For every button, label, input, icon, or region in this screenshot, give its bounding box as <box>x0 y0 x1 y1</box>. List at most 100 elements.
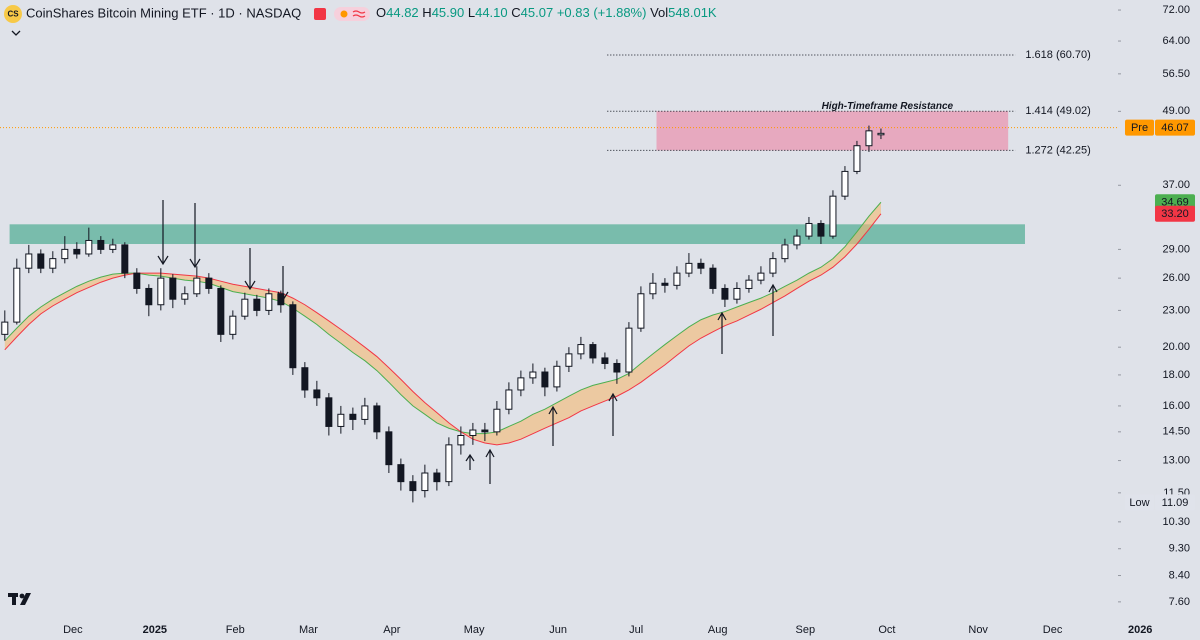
ohlc-value: 45.90 <box>432 5 465 20</box>
price-tag <box>1155 119 1195 136</box>
candle-body <box>85 239 93 255</box>
candle-body <box>289 304 297 369</box>
candle-body <box>217 287 225 335</box>
candle-body <box>697 262 705 269</box>
x-tick-label: Feb <box>226 624 245 636</box>
candle-body <box>661 282 669 286</box>
candle-body <box>1 321 9 335</box>
change: +0.83 (+1.88%) <box>557 5 647 20</box>
candle-body <box>349 413 357 420</box>
down-arrow <box>244 248 256 291</box>
candle-body <box>529 371 537 379</box>
candle-body <box>565 353 573 367</box>
y-tick-label: 13.00 <box>1162 454 1190 466</box>
ribbon-fill <box>4 202 881 445</box>
candle-body <box>25 253 33 269</box>
y-tick-label: 56.50 <box>1162 68 1190 80</box>
candle-body <box>841 170 849 197</box>
price-axis: 7.608.409.3010.3011.5013.0014.5016.0018.… <box>1118 0 1200 640</box>
candle-body <box>793 235 801 246</box>
y-tick-label: 14.50 <box>1162 426 1190 438</box>
zone-label: High-Timeframe Resistance <box>822 101 954 112</box>
x-tick-label: 2025 <box>143 624 167 636</box>
candle-body <box>229 315 237 335</box>
price-tag <box>1155 205 1195 222</box>
up-arrow <box>608 392 618 436</box>
ohlc-value: 44.10 <box>475 5 508 20</box>
price-tag-label: 11.09 <box>1162 497 1189 509</box>
candle-body <box>241 298 249 317</box>
zone <box>9 224 1025 245</box>
ma-line <box>4 213 882 446</box>
wave-icon <box>352 10 366 18</box>
y-tick-label: 8.40 <box>1169 569 1190 581</box>
y-tick-label: 26.00 <box>1162 272 1190 284</box>
candle-body <box>157 277 165 306</box>
flag-icon[interactable] <box>314 8 326 20</box>
price-tag-label: 33.20 <box>1161 208 1189 220</box>
candle-body <box>613 362 621 373</box>
candle-body <box>421 472 429 492</box>
candle-body <box>265 293 273 311</box>
symbol-icon-text: CS <box>7 10 19 19</box>
up-arrow <box>548 405 558 446</box>
volume: 548.01K <box>668 5 717 20</box>
candle-body <box>625 327 633 373</box>
y-tick-label: 64.00 <box>1162 35 1190 47</box>
x-tick-label: Nov <box>968 624 988 636</box>
price-tag <box>1155 494 1195 511</box>
x-tick-label: Mar <box>299 624 318 636</box>
y-tick-label: 37.00 <box>1162 179 1190 191</box>
up-arrow <box>717 311 727 354</box>
candle-body <box>733 287 741 300</box>
candle-body <box>433 472 441 483</box>
annotation-arrows <box>157 200 778 484</box>
indicator-icons[interactable] <box>334 7 370 21</box>
candle-body <box>853 145 861 172</box>
candle-body <box>865 130 873 147</box>
candle-body <box>721 287 729 300</box>
candle-body <box>817 222 825 237</box>
candle-body <box>133 272 141 289</box>
y-tick-label: 29.00 <box>1162 243 1190 255</box>
ma-line <box>4 201 882 435</box>
x-tick-label: 2026 <box>1128 624 1152 636</box>
y-tick-label: 10.30 <box>1162 516 1190 528</box>
candle-body <box>373 405 381 433</box>
candle-body <box>361 405 369 420</box>
symbol-icon <box>4 5 22 23</box>
candle-body <box>469 429 477 436</box>
x-tick-label: Dec <box>1043 624 1063 636</box>
candle-body <box>505 389 513 410</box>
candle-body <box>313 389 321 399</box>
candle-body <box>481 429 489 433</box>
price-tag-name-bg <box>1125 119 1154 136</box>
price-axis-background <box>1118 0 1200 640</box>
x-tick-label: Dec <box>63 624 83 636</box>
ohlc-key: L <box>468 5 475 20</box>
price-tag-name: Low <box>1129 497 1149 509</box>
candle-body <box>781 244 789 260</box>
logo-part <box>12 593 16 605</box>
up-arrow <box>465 453 475 470</box>
candle-body <box>109 244 117 250</box>
x-tick-label: Jun <box>549 624 567 636</box>
price-tag-label: 46.07 <box>1161 122 1189 134</box>
candle-body <box>457 434 465 446</box>
logo-part <box>20 593 31 605</box>
ohlc-key: H <box>422 5 431 20</box>
y-tick-label: 20.00 <box>1162 341 1190 353</box>
candle-body <box>325 397 333 427</box>
price-tag-label: 34.69 <box>1161 197 1189 209</box>
candle-body <box>61 248 69 260</box>
candle-body <box>637 293 645 329</box>
candle-body <box>517 377 525 391</box>
down-arrow <box>277 266 289 302</box>
up-arrow <box>768 283 778 336</box>
y-tick-label: 9.30 <box>1169 543 1190 555</box>
candle-body <box>769 258 777 274</box>
x-tick-label: Apr <box>383 624 400 636</box>
collapse-chevron[interactable] <box>11 30 21 36</box>
session-icon <box>340 10 348 18</box>
